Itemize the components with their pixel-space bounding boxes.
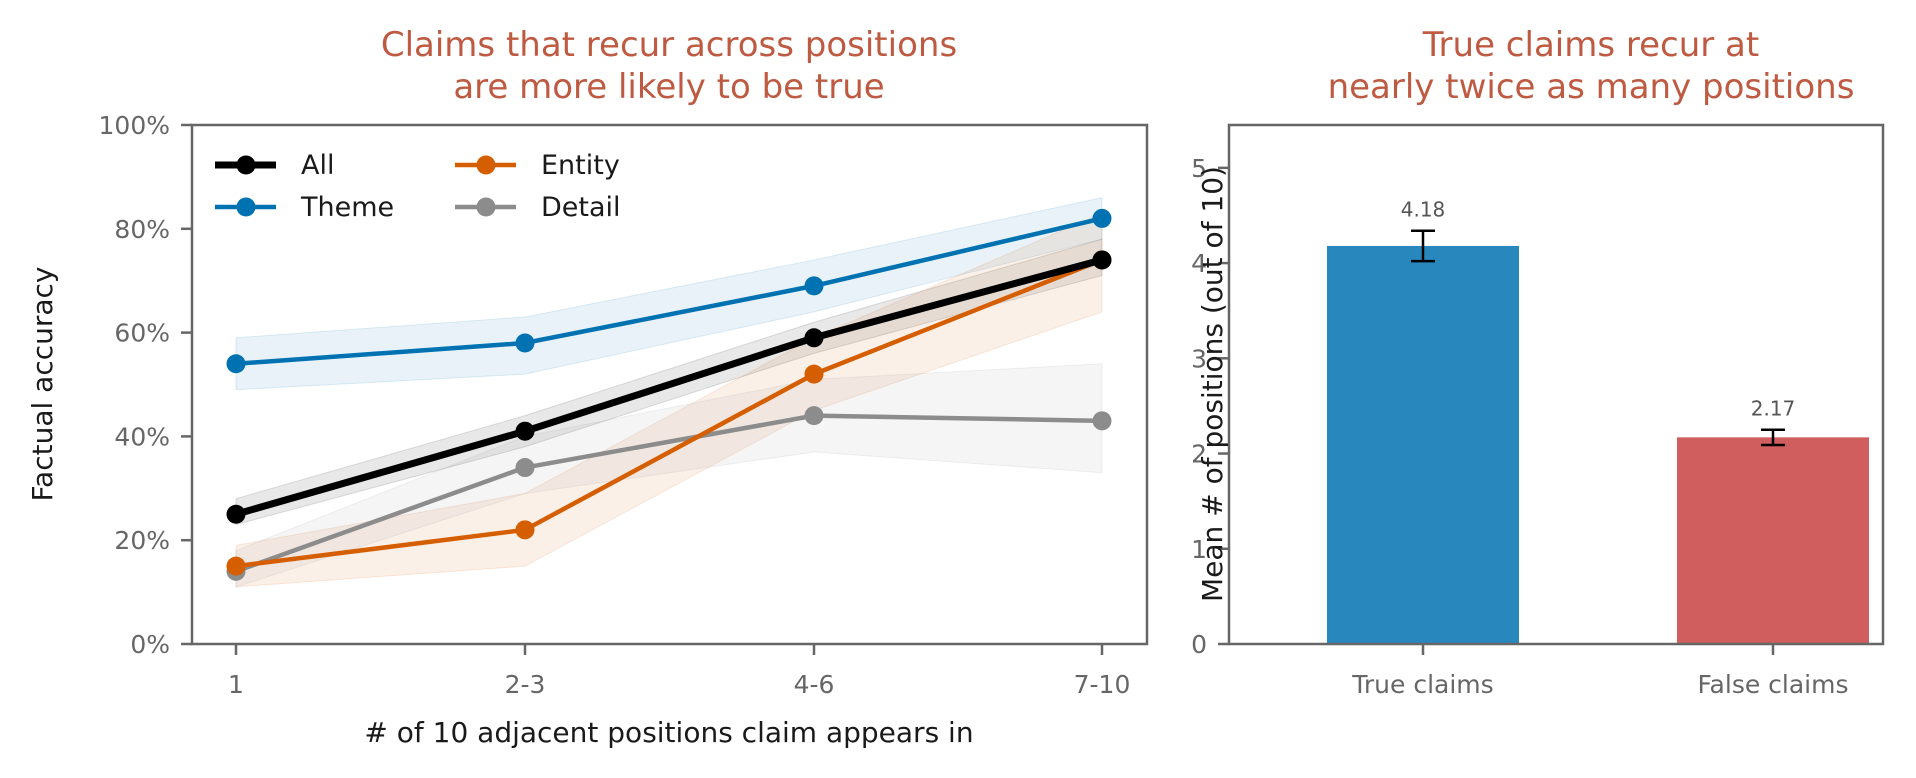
legend-label-theme: Theme: [300, 192, 394, 223]
bar-y-tick-label: 5: [1191, 154, 1207, 183]
bar-true-claims: [1327, 245, 1519, 644]
bar-y-axis-ticks: 0 1 2 3 4 5: [1191, 154, 1229, 659]
line-chart-title-line-2: are more likely to be true: [453, 67, 884, 107]
bar-chart-title-line-1: True claims recur at: [1422, 25, 1759, 65]
legend-label-detail: Detail: [541, 192, 621, 223]
line-chart-x-axis-label: # of 10 adjacent positions claim appears…: [364, 716, 973, 749]
x-axis-ticks: 1 2-3 4-6 7-10: [228, 644, 1130, 699]
data-point-entity: [515, 520, 535, 540]
bar-x-tick-label: True claims: [1351, 670, 1493, 699]
line-chart-y-axis-label: Factual accuracy: [26, 267, 59, 502]
line-chart-panel: Claims that recur across positions are m…: [26, 25, 1149, 749]
confidence-band-theme: [235, 197, 1103, 391]
series-line-theme: [235, 216, 1103, 366]
line-chart-frame: [190, 123, 1149, 646]
bar-value-label-true-claims: 4.18: [1401, 198, 1446, 222]
data-point-entity: [226, 556, 246, 576]
data-point-theme: [1092, 208, 1112, 228]
data-point-entity: [804, 364, 824, 384]
legend-marker-detail: [476, 197, 496, 217]
y-tick-label: 40%: [114, 422, 170, 451]
bar-chart-y-axis-label: Mean # of positions (out of 10): [1196, 166, 1229, 602]
data-point-detail: [804, 406, 824, 426]
bar-y-tick-label: 0: [1191, 630, 1207, 659]
legend-marker-theme: [236, 197, 256, 217]
confidence-bands: [235, 197, 1103, 588]
bar-y-tick-label: 1: [1191, 535, 1207, 564]
legend-label-entity: Entity: [541, 150, 620, 181]
series-line-entity: [235, 257, 1103, 569]
bar-x-axis-ticks: True claims False claims: [1351, 644, 1849, 699]
x-tick-label: 7-10: [1074, 670, 1131, 699]
series-line-all: [235, 256, 1103, 518]
data-point-detail: [515, 458, 535, 478]
series-line-detail: [235, 413, 1103, 574]
x-tick-label: 1: [228, 670, 244, 699]
data-point-theme: [226, 354, 246, 374]
bar-y-tick-label: 2: [1191, 440, 1207, 469]
legend-marker-all: [236, 155, 256, 175]
y-tick-label: 20%: [114, 526, 170, 555]
line-chart-title-line-1: Claims that recur across positions: [381, 25, 957, 65]
series-lines: [226, 208, 1112, 581]
bar-value-label-false-claims: 2.17: [1751, 397, 1796, 421]
x-tick-label: 4-6: [794, 670, 835, 699]
y-tick-label: 80%: [114, 215, 170, 244]
y-tick-label: 100%: [99, 111, 170, 140]
bar-chart-panel: True claims recur at nearly twice as man…: [1191, 25, 1885, 699]
bar-chart-title-line-2: nearly twice as many positions: [1328, 67, 1855, 107]
y-axis-ticks: 0% 20% 40% 60% 80% 100%: [99, 111, 192, 659]
y-tick-label: 0%: [130, 630, 170, 659]
data-point-detail: [1092, 411, 1112, 431]
data-point-all: [804, 328, 824, 348]
bar-y-tick-label: 4: [1191, 249, 1207, 278]
bar-chart-frame: [1227, 123, 1885, 646]
y-tick-label: 60%: [114, 319, 170, 348]
legend-label-all: All: [301, 150, 334, 181]
bar-y-tick-label: 3: [1191, 344, 1207, 373]
data-point-theme: [804, 276, 824, 296]
x-tick-label: 2-3: [505, 670, 546, 699]
data-point-all: [226, 504, 246, 524]
data-point-all: [1092, 250, 1112, 270]
data-point-theme: [515, 333, 535, 353]
bar-x-tick-label: False claims: [1697, 670, 1848, 699]
confidence-band-entity: [235, 212, 1103, 588]
data-point-all: [515, 421, 535, 441]
legend-marker-entity: [476, 155, 496, 175]
bar-false-claims: [1677, 437, 1869, 644]
bars: 4.18 2.17: [1327, 198, 1869, 644]
legend: All Theme Entity Detail: [215, 150, 621, 223]
